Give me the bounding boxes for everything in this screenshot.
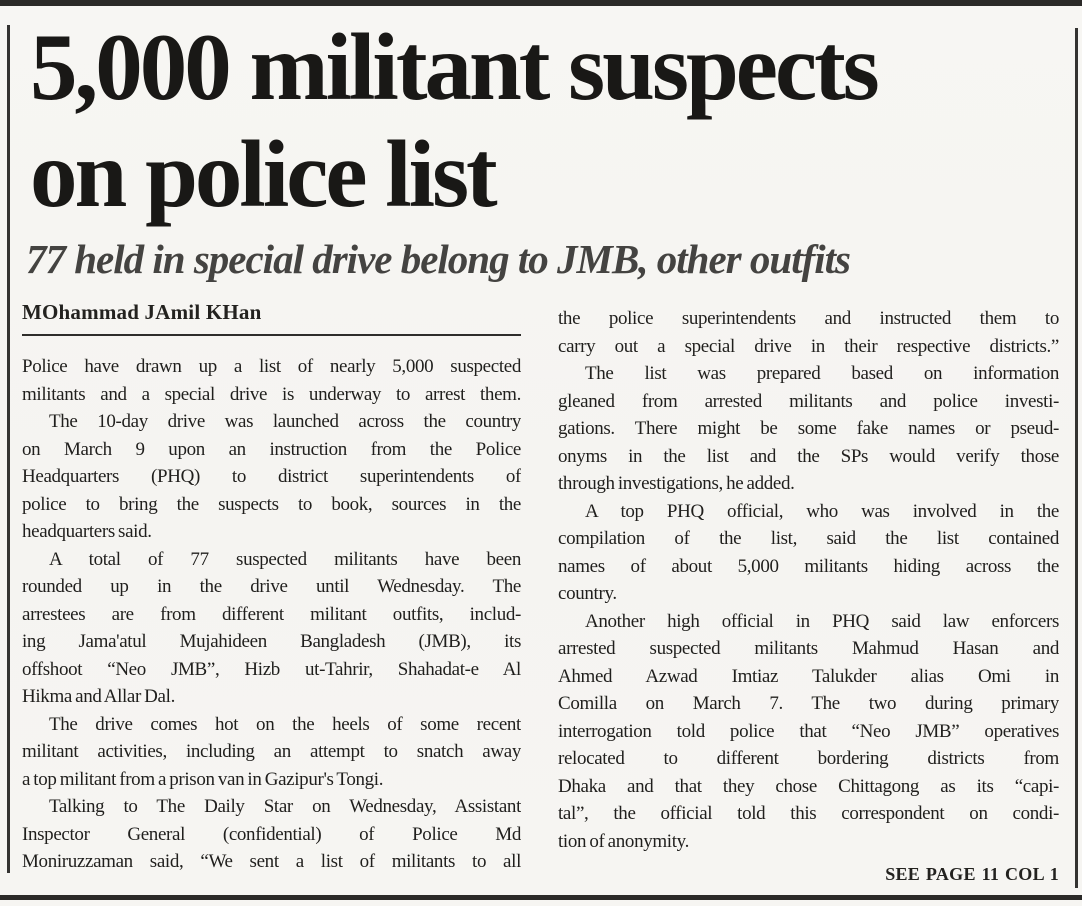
article-text-line: Inspector General (confidential) of Poli… xyxy=(22,823,521,845)
article-column-right: the police superintendents and instructe… xyxy=(558,305,1059,889)
article-text-line: interrogation told police that “Neo JMB”… xyxy=(558,720,1059,742)
article-text-line: Another high official in PHQ said law en… xyxy=(585,610,1059,632)
article-column-right-lines: the police superintendents and instructe… xyxy=(558,305,1059,855)
article-text-line: Talking to The Daily Star on Wednesday, … xyxy=(49,796,521,817)
headline: 5,000 militant suspects on police list xyxy=(30,14,1060,228)
article-text-line: relocated to different bordering distric… xyxy=(558,748,1059,769)
article-text-line: A total of 77 suspected militants have b… xyxy=(49,548,521,570)
article-text-line: Comilla on March 7. The two during prima… xyxy=(558,693,1059,714)
article-text-line: compilation of the list, said the list c… xyxy=(558,528,1059,549)
article-text-line: ing Jama'atul Mujahideen Bangladesh (JMB… xyxy=(22,631,521,652)
article-column-left: Police have drawn up a list of nearly 5,… xyxy=(22,353,521,876)
article-text-line: The 10-day drive was launched across the… xyxy=(49,411,521,432)
byline-block: MOhammad JAmil KHan xyxy=(22,300,521,336)
byline: MOhammad JAmil KHan xyxy=(22,300,262,324)
headline-line-1: 5,000 militant suspects xyxy=(30,14,880,120)
article-text-line: rounded up in the drive until Wednesday.… xyxy=(22,576,521,597)
article-text-line: tal”, the official told this corresponde… xyxy=(558,803,1059,824)
article-text-line: Dhaka and that they chose Chittagong as … xyxy=(558,775,1059,797)
article-text-line: A top PHQ official, who was involved in … xyxy=(585,500,1059,522)
headline-line-2: on police list xyxy=(30,121,498,227)
article-text-line: arrested suspected militants Mahmud Hasa… xyxy=(558,638,1059,659)
article-text-line: through investigations, he added. xyxy=(558,473,795,494)
article-text-line: offshoot “Neo JMB”, Hizb ut-Tahrir, Shah… xyxy=(22,658,521,680)
article-text-line: The drive comes hot on the heels of some… xyxy=(49,713,521,735)
right-column-rule xyxy=(1075,28,1078,888)
article-text-line: Moniruzzaman said, “We sent a list of mi… xyxy=(22,851,521,872)
left-column-rule xyxy=(7,25,10,873)
article-text-line: Hikma and Allar Dal. xyxy=(22,686,175,707)
article-text-line: arrestees are from different militant ou… xyxy=(22,603,521,625)
article-text-line: Police have drawn up a list of nearly 5,… xyxy=(22,356,521,377)
article-text-line: police to bring the suspects to book, so… xyxy=(22,493,521,515)
article-text-line: Headquarters (PHQ) to district superinte… xyxy=(22,466,521,487)
article-text-line: militant activities, including an attemp… xyxy=(22,741,521,762)
article-text-line: gleaned from arrested militants and poli… xyxy=(558,390,1059,412)
bottom-border-rule xyxy=(0,895,1082,900)
continuation-note: SEE PAGE 11 COL 1 xyxy=(885,864,1059,884)
article-text-line: country. xyxy=(558,583,617,604)
article-text-line: tion of anonymity. xyxy=(558,830,689,852)
article-text-line: headquarters said. xyxy=(22,521,152,542)
article-text-line: a top militant from a prison van in Gazi… xyxy=(22,768,384,790)
article-text-line: carry out a special drive in their respe… xyxy=(558,335,1059,357)
article-text-line: Ahmed Azwad Imtiaz Talukder alias Omi in xyxy=(558,665,1059,687)
article-text-line: militants and a special drive is underwa… xyxy=(22,383,521,405)
article-text-line: gations. There might be some fake names … xyxy=(558,418,1059,439)
article-text-line: the police superintendents and instructe… xyxy=(558,308,1059,329)
article-text-line: The list was prepared based on informati… xyxy=(585,363,1059,384)
article-text-line: names of about 5,000 militants hiding ac… xyxy=(558,555,1059,577)
byline-rule xyxy=(22,334,521,336)
article-text-line: on March 9 upon an instruction from the … xyxy=(22,438,521,460)
article-text-line: onyms in the list and the SPs would veri… xyxy=(558,445,1059,467)
subheadline: 77 held in special drive belong to JMB, … xyxy=(26,236,851,282)
top-border-rule xyxy=(0,0,1082,6)
